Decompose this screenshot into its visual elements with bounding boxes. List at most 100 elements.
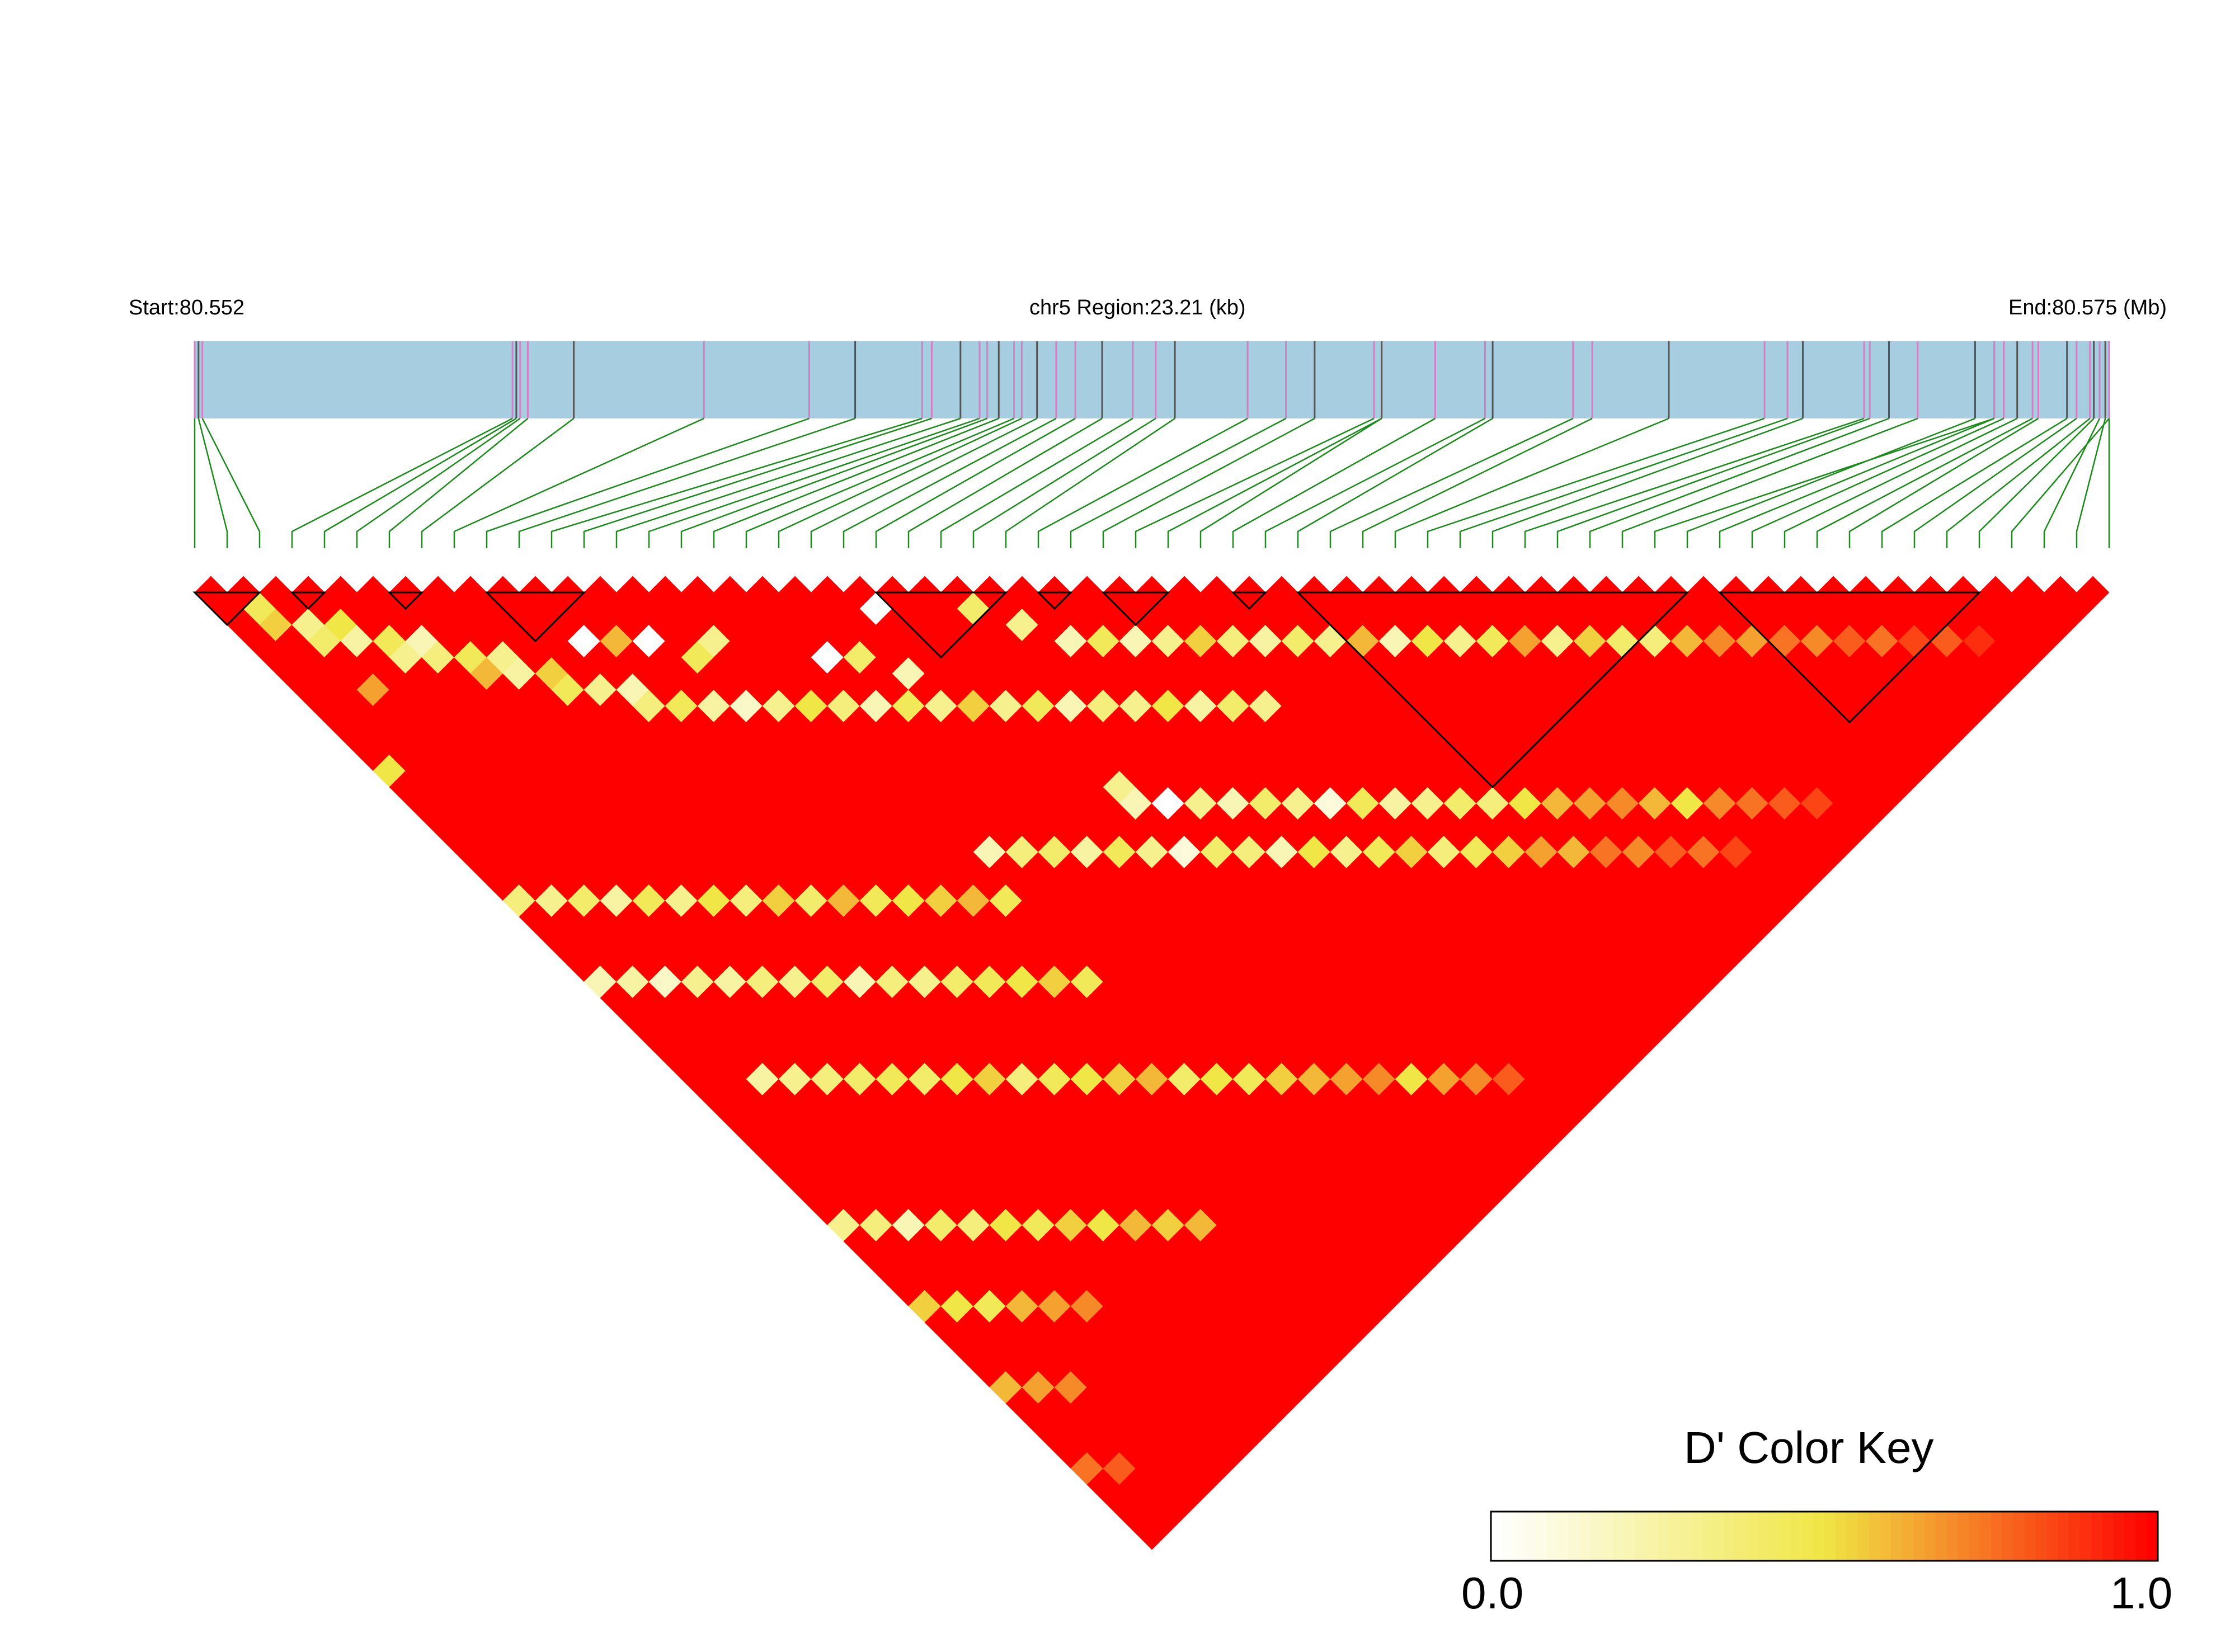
color-key-swatch [1535, 1512, 1547, 1561]
snp-connector-line [486, 417, 810, 548]
color-key-swatch [1546, 1512, 1559, 1561]
ld-block-outline [1231, 591, 1268, 610]
snp-connector-line [2011, 418, 2110, 548]
snp-connector-line [550, 417, 923, 548]
snp-connector-line [356, 417, 521, 548]
color-key-swatch [1746, 1512, 1758, 1561]
color-key-swatch [1824, 1512, 1836, 1561]
ld-block-outline [874, 591, 1008, 659]
color-key-swatch [1969, 1512, 1981, 1561]
color-key-swatch [1491, 1512, 1503, 1561]
color-key-swatch [2024, 1512, 2036, 1561]
snp-connector-line [1427, 417, 1765, 548]
color-key-swatch [1980, 1512, 1992, 1561]
snp-connector-line [648, 417, 980, 548]
snp-connector-line [1913, 417, 2077, 548]
color-key-swatch [1768, 1512, 1781, 1561]
ld-block-outline [484, 591, 586, 643]
color-key-swatch [1924, 1512, 1936, 1561]
color-key-swatch [1946, 1512, 1959, 1561]
snp-connector-line [583, 417, 932, 548]
region-track-bar [195, 341, 2109, 418]
snp-connector-line [1232, 417, 1436, 548]
snp-connector-line [1394, 417, 1669, 548]
region-end-label: End:80.575 (Mb) [2008, 296, 2167, 319]
snp-connector-line [1362, 417, 1593, 548]
color-key-swatch [1935, 1512, 1947, 1561]
snp-connector-line [1881, 417, 2068, 548]
snp-connector-line [713, 417, 999, 548]
snp-connector-line [778, 417, 1022, 548]
snp-connector-line [1589, 417, 1889, 548]
color-key-swatch [1569, 1512, 1580, 1561]
color-key-swatch [1913, 1512, 1925, 1561]
ld-block-outline [387, 591, 424, 610]
snp-connector-line [1167, 417, 1382, 548]
color-key-swatch [2069, 1512, 2081, 1561]
color-key-swatch [1991, 1512, 2003, 1561]
color-key-swatch [2135, 1512, 2148, 1561]
ld-block-outline [1718, 591, 1982, 724]
color-key-swatch [1724, 1512, 1737, 1561]
color-key-swatch [1668, 1512, 1681, 1561]
chromosome-region-track [194, 341, 2110, 418]
snp-connector-line [810, 417, 1038, 548]
snp-connector-line [875, 417, 1076, 548]
region-title-label: chr5 Region:23.21 (kb) [1029, 296, 1246, 319]
snp-connector-line [1848, 417, 2039, 548]
snp-connector-line [1621, 417, 1918, 548]
snp-connector-line [323, 417, 517, 548]
snp-connector-line [1459, 417, 1788, 548]
color-key-swatch [1658, 1512, 1669, 1561]
color-key-max-label: 1.0 [2110, 1568, 2172, 1618]
color-key-swatch [1579, 1512, 1592, 1561]
ld-block-outline [1036, 591, 1073, 610]
color-key-swatch [1791, 1512, 1803, 1561]
color-key-swatch [1846, 1512, 1858, 1561]
snp-connector-line [680, 417, 988, 548]
ld-block-outline [192, 591, 262, 627]
color-key-swatch [1902, 1512, 1914, 1561]
snp-connector-line [1037, 417, 1248, 548]
snp-connector-line [1978, 418, 2095, 548]
region-start-label: Start:80.552 [129, 296, 244, 319]
snp-connector-line [615, 417, 961, 548]
color-key-swatch [1813, 1512, 1825, 1561]
snp-connector-line [1524, 417, 1865, 548]
snp-connector-line [1946, 418, 2091, 548]
color-key-swatch [1502, 1512, 1514, 1561]
snp-connector-line [1751, 417, 2005, 548]
snp-connector-line [197, 418, 228, 548]
color-key-frame [1490, 1510, 2159, 1562]
snp-connector-line [1816, 417, 2033, 548]
color-key-swatch [1558, 1512, 1570, 1561]
snp-connector-line [1005, 417, 1175, 548]
color-key-swatch [1958, 1512, 1970, 1561]
snp-connector-line [2076, 418, 2106, 548]
snp-connector-line [1654, 417, 1995, 548]
color-key-swatch [2058, 1512, 2070, 1561]
snp-connector-line [1264, 417, 1486, 548]
color-key-swatch [1835, 1512, 1847, 1561]
snp-connector-line [1329, 417, 1574, 548]
color-key-title: D' Color Key [1684, 1423, 1934, 1472]
color-key-swatch [1513, 1512, 1525, 1561]
snp-connector-line [745, 417, 1015, 548]
color-key-swatch [1591, 1512, 1603, 1561]
color-key-swatch [1679, 1512, 1692, 1561]
color-key-swatch [1713, 1512, 1725, 1561]
snp-connector-line [1199, 417, 1382, 548]
color-key-swatch [1602, 1512, 1614, 1561]
snp-connector-line [453, 417, 704, 548]
color-key-swatch [2124, 1512, 2137, 1561]
color-key-swatch [1857, 1512, 1870, 1561]
snp-connector-line [1556, 417, 1870, 548]
snp-connector-line [907, 417, 1103, 548]
color-key-gradient [1491, 1512, 2158, 1561]
color-key-swatch [2079, 1512, 2092, 1561]
color-key-swatch [1735, 1512, 1747, 1561]
color-key-swatch [2035, 1512, 2048, 1561]
color-key-swatch [2091, 1512, 2103, 1561]
color-key-swatch [1891, 1512, 1903, 1561]
color-key-swatch [1691, 1512, 1703, 1561]
